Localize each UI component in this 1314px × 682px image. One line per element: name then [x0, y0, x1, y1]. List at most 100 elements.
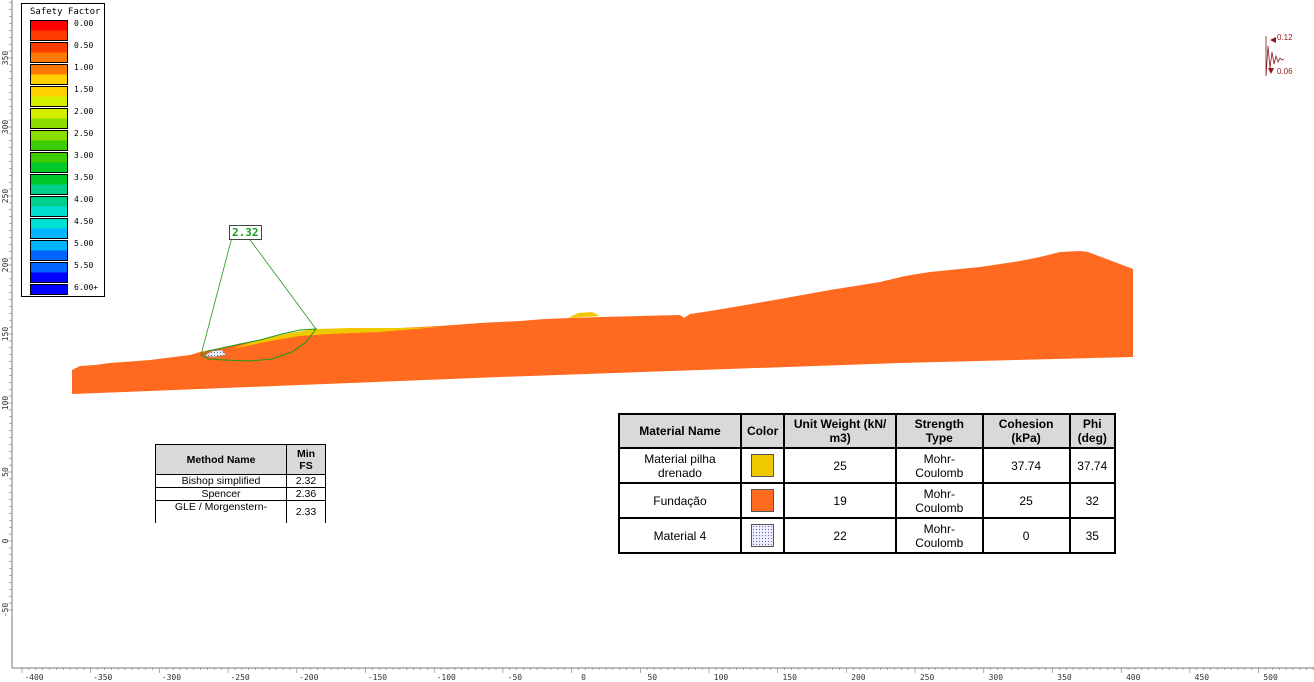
seismic-horizontal-value: 0.12 — [1277, 33, 1293, 42]
legend-label: 5.50 — [74, 261, 94, 270]
safety-factor-legend: Safety Factor 0.00 0.50 1.00 1.50 2.00 2.50 3.… — [21, 3, 105, 297]
legend-label: 1.50 — [74, 85, 94, 94]
x-tick-label: -200 — [299, 673, 318, 682]
y-tick-label: 250 — [1, 189, 10, 204]
legend-label: 4.00 — [74, 195, 94, 204]
legend-label: 2.00 — [74, 107, 94, 116]
critical-fs-label[interactable]: 2.32 — [229, 225, 262, 240]
material-name-header: Material Name — [618, 413, 742, 449]
material-color-swatch — [751, 524, 775, 547]
legend-swatch — [30, 196, 68, 217]
legend-swatch — [30, 20, 68, 41]
min-fs-header: Min FS — [286, 444, 326, 475]
table-row: Spencer 2.36 — [155, 487, 326, 501]
slip-center-line — [247, 236, 317, 330]
method-name-header: Method Name — [155, 444, 287, 475]
legend-label: 4.50 — [74, 217, 94, 226]
material-table: Material Name Color Unit Weight (kN/ m3)… — [618, 413, 1116, 554]
foundation-material-region[interactable] — [72, 251, 1133, 394]
table-row: Material 4 22 Mohr-Coulomb 0 35 — [618, 517, 1116, 554]
legend-swatch — [30, 130, 68, 151]
x-tick-label: 200 — [851, 673, 866, 682]
legend-label: 3.00 — [74, 151, 94, 160]
legend-label: 1.00 — [74, 63, 94, 72]
legend-swatch — [30, 284, 68, 295]
color-header: Color — [739, 413, 786, 449]
min-fs-cell: 2.32 — [286, 474, 326, 488]
method-name-cell: Spencer — [155, 487, 287, 501]
x-tick-label: 0 — [581, 673, 586, 682]
x-tick-label: 100 — [714, 673, 729, 682]
x-tick-label: 350 — [1057, 673, 1072, 682]
legend-swatch — [30, 64, 68, 85]
table-row: Fundação 19 Mohr-Coulomb 25 32 — [618, 482, 1116, 519]
unit-weight-cell: 25 — [783, 447, 897, 484]
material-name-cell: Material pilha drenado — [618, 447, 742, 484]
x-tick-label: -400 — [24, 673, 43, 682]
phi-header: Phi (deg) — [1068, 413, 1116, 449]
x-tick-label: 250 — [920, 673, 935, 682]
x-tick-label: -300 — [162, 673, 181, 682]
legend-title: Safety Factor — [30, 7, 101, 17]
min-fs-cell: 2.36 — [286, 487, 326, 501]
legend-swatch — [30, 218, 68, 239]
pile-material-mound[interactable] — [568, 312, 600, 318]
y-tick-label: 300 — [1, 120, 10, 135]
y-tick-label: 200 — [1, 258, 10, 273]
strength-type-cell: Mohr-Coulomb — [894, 482, 984, 519]
legend-swatch — [30, 108, 68, 129]
legend-swatch — [30, 42, 68, 63]
phi-cell: 37.74 — [1068, 447, 1116, 484]
table-row: Bishop simplified 2.32 — [155, 474, 326, 488]
y-tick-label: 50 — [1, 467, 10, 477]
slip-center-line — [200, 236, 233, 356]
legend-label: 5.00 — [74, 239, 94, 248]
legend-label: 2.50 — [74, 129, 94, 138]
method-table: Method Name Min FS Bishop simplified 2.3… — [155, 444, 326, 523]
legend-label: 3.50 — [74, 173, 94, 182]
legend-label: 6.00+ — [74, 283, 99, 292]
x-axis: -400 -350 -300 -250 -200 -150 -100 -50 0 50 100 150… — [12, 667, 1314, 682]
material-4-region[interactable] — [203, 349, 227, 358]
x-tick-label: -150 — [368, 673, 387, 682]
material-color-cell — [739, 447, 786, 484]
phi-cell: 32 — [1068, 482, 1116, 519]
legend-swatch — [30, 86, 68, 107]
y-tick-label: 100 — [1, 396, 10, 411]
y-tick-label: 0 — [1, 538, 10, 543]
unit-weight-header: Unit Weight (kN/ m3) — [783, 413, 897, 449]
y-tick-label: 350 — [1, 51, 10, 66]
material-color-cell — [739, 517, 786, 554]
method-name-cell: GLE / Morgenstern- — [155, 500, 287, 523]
min-fs-cell: 2.33 — [286, 500, 326, 523]
cohesion-cell: 37.74 — [981, 447, 1071, 484]
y-axis: 350 300 250 200 150 100 50 0 -50 — [1, 0, 13, 668]
method-name-cell: Bishop simplified — [155, 474, 287, 488]
cohesion-cell: 25 — [981, 482, 1071, 519]
y-tick-label: 150 — [1, 327, 10, 342]
x-tick-label: -250 — [230, 673, 249, 682]
table-row: Material pilha drenado 25 Mohr-Coulomb 3… — [618, 447, 1116, 484]
x-tick-label: 300 — [989, 673, 1004, 682]
material-name-cell: Material 4 — [618, 517, 742, 554]
pile-material-region[interactable] — [232, 327, 440, 349]
strength-type-cell: Mohr-Coulomb — [894, 517, 984, 554]
x-tick-label: -50 — [508, 673, 523, 682]
table-row: GLE / Morgenstern- 2.33 — [155, 500, 326, 523]
legend-swatch — [30, 240, 68, 261]
material-color-cell — [739, 482, 786, 519]
legend-label: 0.00 — [74, 19, 94, 28]
legend-swatch — [30, 262, 68, 283]
y-tick-label: -50 — [1, 603, 10, 618]
seismic-load-icon — [1265, 36, 1285, 77]
material-name-cell: Fundação — [618, 482, 742, 519]
unit-weight-cell: 22 — [783, 517, 897, 554]
cohesion-cell: 0 — [981, 517, 1071, 554]
legend-swatch — [30, 174, 68, 195]
x-tick-label: 150 — [782, 673, 797, 682]
x-tick-label: 50 — [647, 673, 657, 682]
x-tick-label: 450 — [1195, 673, 1210, 682]
phi-cell: 35 — [1068, 517, 1116, 554]
x-tick-label: -350 — [93, 673, 112, 682]
